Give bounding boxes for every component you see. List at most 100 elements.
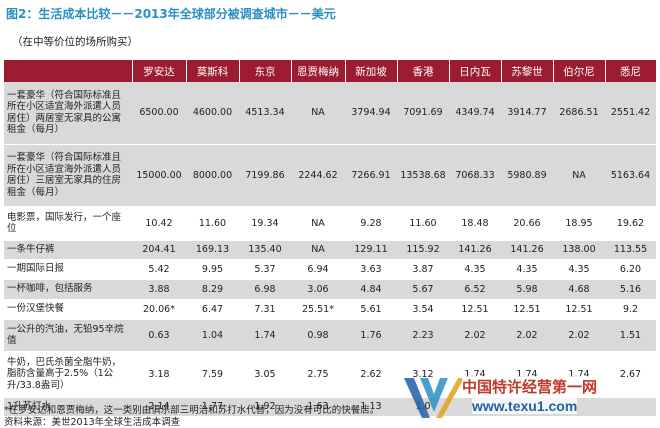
table-cell: NA bbox=[291, 82, 345, 145]
table-cell: 1.51 bbox=[605, 319, 656, 352]
table-cell: 5.37 bbox=[239, 259, 291, 280]
table-cell: 0.98 bbox=[291, 319, 345, 352]
table-cell bbox=[605, 397, 656, 417]
table-cell: 6.20 bbox=[605, 259, 656, 280]
row-label: 一条牛仔裤 bbox=[4, 240, 132, 260]
table-cell: NA bbox=[291, 240, 345, 260]
table-cell: 12.51 bbox=[449, 299, 501, 320]
row-label: 一套豪华（符合国际标准且所在小区适宜海外派遣人员居住）三居室无家具的住房租金（每… bbox=[4, 144, 132, 207]
table-cell: 9.2 bbox=[605, 299, 656, 320]
row-label: 一杯咖啡，包括服务 bbox=[4, 279, 132, 300]
table-cell: 6.52 bbox=[449, 279, 501, 300]
column-header: 恩贾梅纳 bbox=[291, 60, 346, 82]
table-cell: 115.92 bbox=[397, 240, 449, 260]
table-cell: 169.13 bbox=[186, 240, 239, 260]
table-cell: 1.13 bbox=[345, 397, 397, 417]
column-header: 伯尔尼 bbox=[553, 60, 606, 82]
table-cell: 7266.91 bbox=[345, 144, 397, 207]
table-cell: 6.94 bbox=[291, 259, 345, 280]
table-cell: 4600.00 bbox=[186, 82, 239, 145]
table-cell: 4513.34 bbox=[239, 82, 291, 145]
table-cell: 3.88 bbox=[132, 279, 186, 300]
table-cell: 8000.00 bbox=[186, 144, 239, 207]
table-cell: 2686.51 bbox=[553, 82, 605, 145]
row-label: 牛奶，巴氏杀菌全脂牛奶，脂肪含量高于2.5%（1公升/33.8盎司） bbox=[4, 351, 132, 398]
table-row: 一公升的汽油，无铅95辛烷值 0.63 1.04 1.74 0.98 1.76 … bbox=[4, 319, 656, 352]
row-label: 1升苏打水 bbox=[4, 397, 132, 417]
table-cell: 9.28 bbox=[345, 206, 397, 241]
table-cell: 7068.33 bbox=[449, 144, 501, 207]
table-cell: 4.35 bbox=[501, 259, 553, 280]
table-cell: 11.60 bbox=[186, 206, 239, 241]
table-cell: 18.48 bbox=[449, 206, 501, 241]
table-cell: 4.35 bbox=[449, 259, 501, 280]
row-label: 电影票，国际发行，一个座位 bbox=[4, 206, 132, 241]
table-row: 一套豪华（符合国际标准且所在小区适宜海外派遣人员居住）三居室无家具的住房租金（每… bbox=[4, 144, 656, 207]
table-cell: 4349.74 bbox=[449, 82, 501, 145]
table-cell: 2.02 bbox=[553, 319, 605, 352]
table-cell: 18.95 bbox=[553, 206, 605, 241]
column-header: 苏黎世 bbox=[501, 60, 554, 82]
table-cell: 2551.42 bbox=[605, 82, 656, 145]
table-cell: 1.63 bbox=[291, 397, 345, 417]
table-cell: 5.67 bbox=[397, 279, 449, 300]
table-cell: 135.40 bbox=[239, 240, 291, 260]
table-cell: 3914.77 bbox=[501, 82, 553, 145]
table-row: 一杯咖啡，包括服务 3.88 8.29 6.98 3.06 4.84 5.67 … bbox=[4, 279, 656, 300]
table-cell: 3.05 bbox=[239, 351, 291, 398]
column-header: 香港 bbox=[397, 60, 450, 82]
table-cell: 141.26 bbox=[501, 240, 553, 260]
table-cell: 6.98 bbox=[239, 279, 291, 300]
table-cell: 6.47 bbox=[186, 299, 239, 320]
watermark-logo-icon bbox=[404, 378, 464, 418]
table-row: 电影票，国际发行，一个座位 10.42 11.60 19.34 NA 9.28 … bbox=[4, 206, 656, 241]
table-cell: 1.92 bbox=[239, 397, 291, 417]
table-cell: 7.31 bbox=[239, 299, 291, 320]
table-cell: 4.68 bbox=[553, 279, 605, 300]
table-cell: 3.06 bbox=[291, 279, 345, 300]
table-cell: 2.02 bbox=[501, 319, 553, 352]
table-cell: 12.51 bbox=[501, 299, 553, 320]
table-row: 一期国际日报 5.42 9.95 5.37 6.94 3.63 3.87 4.3… bbox=[4, 259, 656, 280]
table-cell: 4.84 bbox=[345, 279, 397, 300]
column-header: 新加坡 bbox=[345, 60, 398, 82]
row-label: 一期国际日报 bbox=[4, 259, 132, 280]
cost-of-living-table: 罗安达 莫斯科 东京 恩贾梅纳 新加坡 香港 日内瓦 苏黎世 伯尔尼 悉尼 一套… bbox=[4, 60, 657, 417]
table-cell: 7091.69 bbox=[397, 82, 449, 145]
table-cell: 1.74 bbox=[239, 319, 291, 352]
watermark-url: www.texu1.com bbox=[472, 398, 578, 414]
table-cell: 129.11 bbox=[345, 240, 397, 260]
table-cell: 2.62 bbox=[345, 351, 397, 398]
table-row: 1升苏打水 2.14 1.77 1.92 1.63 1.13 1.0 bbox=[4, 397, 656, 417]
table-cell: 5.42 bbox=[132, 259, 186, 280]
table-cell: 7199.86 bbox=[239, 144, 291, 207]
table-cell: 3794.94 bbox=[345, 82, 397, 145]
table-cell: 4.35 bbox=[553, 259, 605, 280]
table-cell: 2.23 bbox=[397, 319, 449, 352]
table-row: 一份汉堡快餐 20.06* 6.47 7.31 25.51* 5.61 3.54… bbox=[4, 299, 656, 320]
table-cell: 15000.00 bbox=[132, 144, 186, 207]
table-cell: 5163.64 bbox=[605, 144, 656, 207]
table-cell: 5.16 bbox=[605, 279, 656, 300]
watermark: 中国特许经营第一网 www.texu1.com bbox=[400, 372, 656, 426]
column-header bbox=[4, 60, 133, 82]
table-cell: 20.06* bbox=[132, 299, 186, 320]
row-label: 一份汉堡快餐 bbox=[4, 299, 132, 320]
table-cell: 2.75 bbox=[291, 351, 345, 398]
table-cell: 10.42 bbox=[132, 206, 186, 241]
table-cell: 20.66 bbox=[501, 206, 553, 241]
table-cell: 0.63 bbox=[132, 319, 186, 352]
table-cell: 1.77 bbox=[186, 397, 239, 417]
column-header: 罗安达 bbox=[132, 60, 187, 82]
table-header-row: 罗安达 莫斯科 东京 恩贾梅纳 新加坡 香港 日内瓦 苏黎世 伯尔尼 悉尼 bbox=[4, 60, 657, 82]
table-cell: 25.51* bbox=[291, 299, 345, 320]
table-cell: 2.02 bbox=[449, 319, 501, 352]
source-note: 资料来源：美世2013年全球生活成本调查 bbox=[4, 417, 181, 428]
table-cell: 5980.89 bbox=[501, 144, 553, 207]
table-cell: 2.67 bbox=[605, 351, 656, 398]
table-cell: 2.14 bbox=[132, 397, 186, 417]
table-cell: 138.00 bbox=[553, 240, 605, 260]
row-label: 一公升的汽油，无铅95辛烷值 bbox=[4, 319, 132, 352]
table-row: 一套豪华（符合国际标准且所在小区适宜海外派遣人员居住）两居室无家具的公寓租金（每… bbox=[4, 82, 656, 145]
table-cell: 5.61 bbox=[345, 299, 397, 320]
